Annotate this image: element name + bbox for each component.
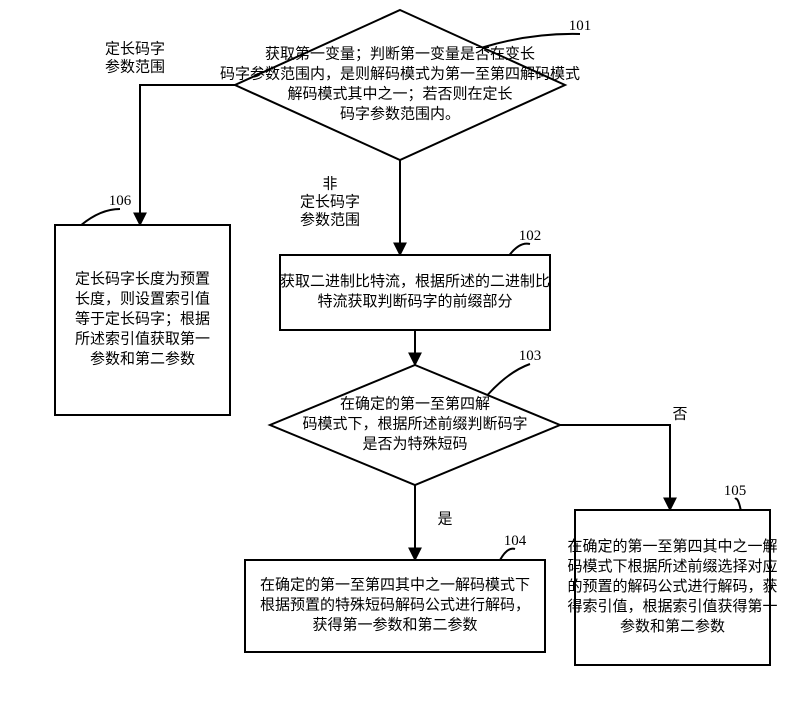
node-text-n103-0: 在确定的第一至第四解 xyxy=(340,394,490,412)
node-text-n106-0: 定长码字长度为预置 xyxy=(75,270,210,287)
edge-label-n101-n106: 参数范围 xyxy=(105,58,165,75)
node-text-n106-2: 等于定长码字；根据 xyxy=(75,309,210,327)
node-num-n102: 102 xyxy=(519,228,542,244)
node-text-n105-4: 参数和第二参数 xyxy=(620,617,725,635)
node-num-n101: 101 xyxy=(569,18,592,34)
leader-n102 xyxy=(510,244,531,255)
node-text-n105-1: 码模式下根据所述前缀选择对应 xyxy=(567,557,777,575)
edge-label-n101-n102: 非 xyxy=(322,175,337,192)
node-text-n105-3: 得索引值，根据索引值获得第一 xyxy=(567,597,777,615)
node-n103: 在确定的第一至第四解码模式下，根据所述前缀判断码字是否为特殊短码 103 xyxy=(270,348,560,485)
node-text-n101-1: 码字参数范围内，是则解码模式为第一至第四解码模式 xyxy=(220,64,580,82)
node-text-n101-0: 获取第一变量；判断第一变量是否在变长 xyxy=(265,44,535,62)
node-n106: 定长码字长度为预置长度，则设置索引值等于定长码字；根据所述索引值获取第一参数和第… xyxy=(55,193,230,415)
node-text-n105-0: 在确定的第一至第四其中之一解 xyxy=(567,537,777,555)
node-num-n104: 104 xyxy=(504,533,527,549)
node-text-n103-2: 是否为特殊短码 xyxy=(362,435,467,452)
node-num-n103: 103 xyxy=(519,348,542,364)
node-num-n105: 105 xyxy=(724,483,747,499)
node-text-n105-2: 的预置的解码公式进行解码，获 xyxy=(567,578,777,595)
node-n101: 获取第一变量；判断第一变量是否在变长码字参数范围内，是则解码模式为第一至第四解码… xyxy=(220,10,591,160)
leader-n106 xyxy=(81,209,120,225)
flowchart-canvas: 定长码字参数范围非定长码字参数范围是否获取第一变量；判断第一变量是否在变长码字参… xyxy=(0,0,800,717)
node-text-n101-2: 解码模式其中之一；若否则在定长 xyxy=(287,85,512,102)
edge-n101-n106 xyxy=(140,85,235,225)
node-n104: 在确定的第一至第四其中之一解码模式下根据预置的特殊短码解码公式进行解码， 获得第一… xyxy=(245,533,545,652)
leader-n104 xyxy=(500,549,515,560)
node-num-n106: 106 xyxy=(109,193,132,209)
node-text-n104-1: 根据预置的特殊短码解码公式进行解码， xyxy=(260,596,530,613)
node-text-n104-0: 在确定的第一至第四其中之一解码模式下 xyxy=(260,575,530,593)
leader-n103 xyxy=(488,364,531,395)
node-text-n106-1: 长度，则设置索引值 xyxy=(75,290,210,307)
node-n105: 在确定的第一至第四其中之一解码模式下根据所述前缀选择对应的预置的解码公式进行解码… xyxy=(567,483,777,665)
edge-label-n103-n105: 否 xyxy=(672,406,687,422)
edge-label-n103-n104: 是 xyxy=(437,511,452,527)
edge-n103-n105 xyxy=(560,425,670,510)
leader-n105 xyxy=(735,499,741,510)
edge-label-n101-n102: 参数范围 xyxy=(300,211,360,228)
edge-label-n101-n102: 定长码字 xyxy=(300,193,360,210)
node-text-n104-2: 获得第一参数和第二参数 xyxy=(312,615,477,633)
node-text-n101-3: 码字参数范围内。 xyxy=(340,105,460,122)
node-text-n106-3: 所述索引值获取第一 xyxy=(75,329,210,347)
node-text-n102-0: 获取二进制比特流，根据所述的二进制比 xyxy=(280,273,550,290)
node-n102: 获取二进制比特流，根据所述的二进制比特流获取判断码字的前缀部分 102 xyxy=(280,228,550,330)
node-text-n106-4: 参数和第二参数 xyxy=(90,349,195,367)
node-text-n102-1: 特流获取判断码字的前缀部分 xyxy=(317,293,512,310)
node-text-n103-1: 码模式下，根据所述前缀判断码字 xyxy=(302,415,527,432)
edge-label-n101-n106: 定长码字 xyxy=(105,40,165,57)
